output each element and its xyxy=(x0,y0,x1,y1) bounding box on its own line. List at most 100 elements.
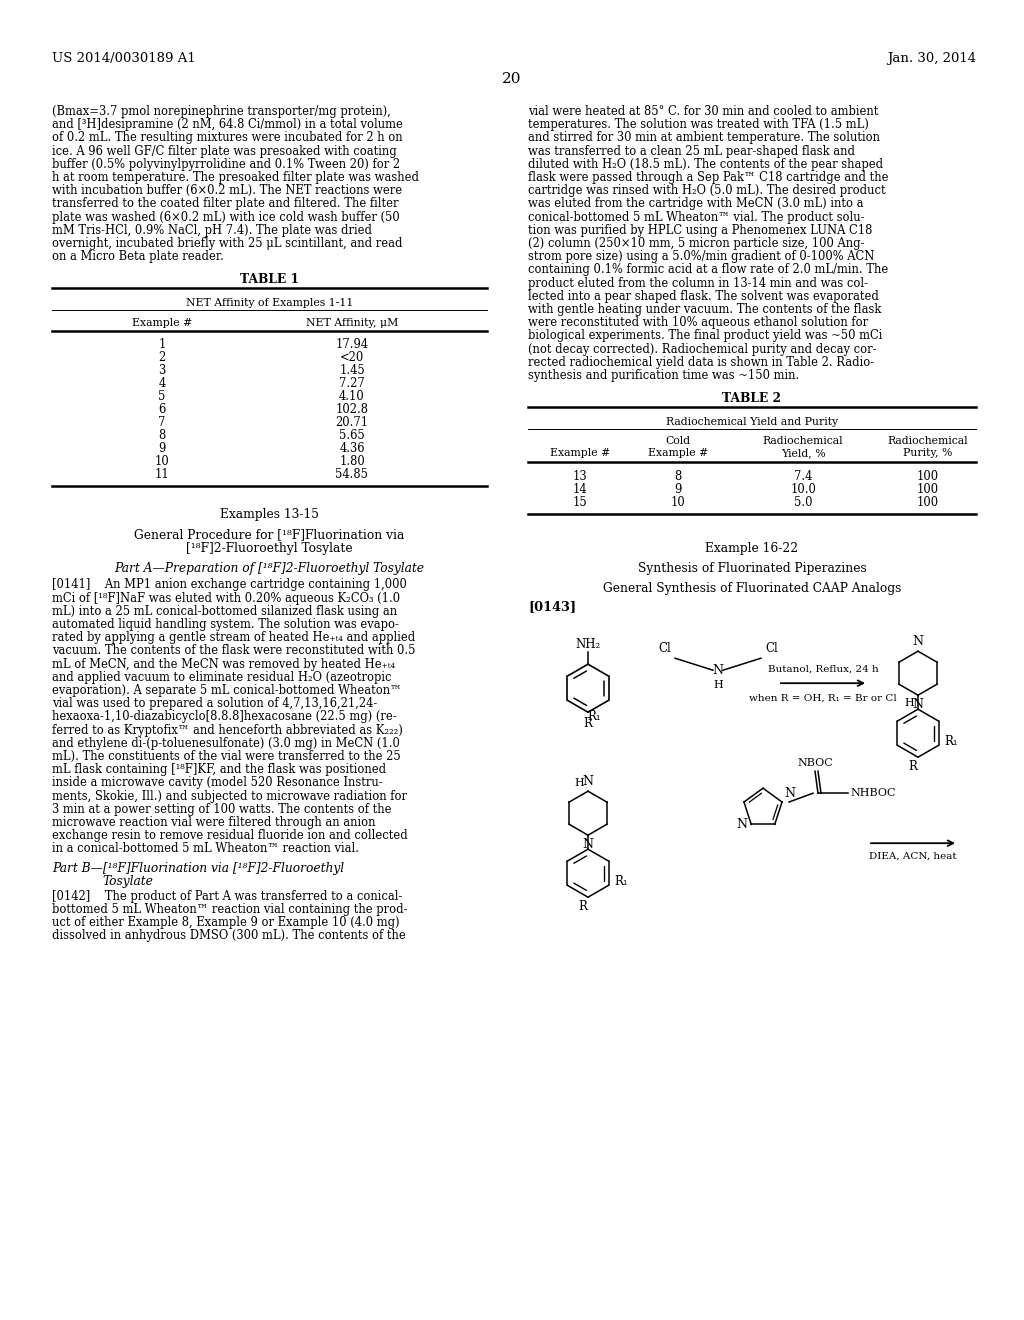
Text: 54.85: 54.85 xyxy=(336,469,369,482)
Text: R: R xyxy=(908,760,918,774)
Text: 20: 20 xyxy=(502,73,522,86)
Text: dissolved in anhydrous DMSO (300 mL). The contents of the: dissolved in anhydrous DMSO (300 mL). Th… xyxy=(52,929,406,942)
Text: Example 16-22: Example 16-22 xyxy=(706,543,799,556)
Text: overnight, incubated briefly with 25 μL scintillant, and read: overnight, incubated briefly with 25 μL … xyxy=(52,238,402,249)
Text: 1: 1 xyxy=(159,338,166,351)
Text: 1.45: 1.45 xyxy=(339,364,365,378)
Text: [¹⁸F]2-Fluoroethyl Tosylate: [¹⁸F]2-Fluoroethyl Tosylate xyxy=(186,543,353,556)
Text: and [³H]desipramine (2 nM, 64.8 Ci/mmol) in a total volume: and [³H]desipramine (2 nM, 64.8 Ci/mmol)… xyxy=(52,119,402,131)
Text: [0141]    An MP1 anion exchange cartridge containing 1,000: [0141] An MP1 anion exchange cartridge c… xyxy=(52,578,407,591)
Text: vial was used to prepared a solution of 4,7,13,16,21,24-: vial was used to prepared a solution of … xyxy=(52,697,377,710)
Text: flask were passed through a Sep Pak™ C18 cartridge and the: flask were passed through a Sep Pak™ C18… xyxy=(528,172,889,183)
Text: Radiochemical Yield and Purity: Radiochemical Yield and Purity xyxy=(666,417,838,428)
Text: R₁: R₁ xyxy=(944,735,957,747)
Text: 102.8: 102.8 xyxy=(336,404,369,416)
Text: 4.36: 4.36 xyxy=(339,442,365,455)
Text: N: N xyxy=(583,838,594,851)
Text: 5.65: 5.65 xyxy=(339,429,365,442)
Text: Example #: Example # xyxy=(550,449,610,458)
Text: 14: 14 xyxy=(572,483,588,496)
Text: mM Tris-HCl, 0.9% NaCl, pH 7.4). The plate was dried: mM Tris-HCl, 0.9% NaCl, pH 7.4). The pla… xyxy=(52,224,372,236)
Text: diluted with H₂O (18.5 mL). The contents of the pear shaped: diluted with H₂O (18.5 mL). The contents… xyxy=(528,158,883,170)
Text: Cl: Cl xyxy=(765,643,778,655)
Text: NET Affinity of Examples 1-11: NET Affinity of Examples 1-11 xyxy=(185,298,353,309)
Text: exchange resin to remove residual fluoride ion and collected: exchange resin to remove residual fluori… xyxy=(52,829,408,842)
Text: tion was purified by HPLC using a Phenomenex LUNA C18: tion was purified by HPLC using a Phenom… xyxy=(528,224,872,236)
Text: buffer (0.5% polyvinylpyrrolidine and 0.1% Tween 20) for 2: buffer (0.5% polyvinylpyrrolidine and 0.… xyxy=(52,158,400,170)
Text: Example #: Example # xyxy=(648,449,709,458)
Text: DIEA, ACN, heat: DIEA, ACN, heat xyxy=(869,851,956,861)
Text: cartridge was rinsed with H₂O (5.0 mL). The desired product: cartridge was rinsed with H₂O (5.0 mL). … xyxy=(528,185,886,197)
Text: 3 min at a power setting of 100 watts. The contents of the: 3 min at a power setting of 100 watts. T… xyxy=(52,803,391,816)
Text: Jan. 30, 2014: Jan. 30, 2014 xyxy=(887,51,976,65)
Text: Butanol, Reflux, 24 h: Butanol, Reflux, 24 h xyxy=(768,664,879,673)
Text: Cold: Cold xyxy=(666,436,690,446)
Text: 17.94: 17.94 xyxy=(336,338,369,351)
Text: Example #: Example # xyxy=(132,318,193,329)
Text: 10: 10 xyxy=(671,496,685,510)
Text: was eluted from the cartridge with MeCN (3.0 mL) into a: was eluted from the cartridge with MeCN … xyxy=(528,198,863,210)
Text: 8: 8 xyxy=(675,470,682,483)
Text: R₁: R₁ xyxy=(614,875,628,887)
Text: 11: 11 xyxy=(155,469,169,482)
Text: was transferred to a clean 25 mL pear-shaped flask and: was transferred to a clean 25 mL pear-sh… xyxy=(528,145,855,157)
Text: biological experiments. The final product yield was ~50 mCi: biological experiments. The final produc… xyxy=(528,330,883,342)
Text: Synthesis of Fluorinated Piperazines: Synthesis of Fluorinated Piperazines xyxy=(638,562,866,576)
Text: 13: 13 xyxy=(572,470,588,483)
Text: inside a microwave cavity (model 520 Resonance Instru-: inside a microwave cavity (model 520 Res… xyxy=(52,776,383,789)
Text: General Synthesis of Fluorinated CAAP Analogs: General Synthesis of Fluorinated CAAP An… xyxy=(603,582,901,595)
Text: N: N xyxy=(912,698,924,711)
Text: of 0.2 mL. The resulting mixtures were incubated for 2 h on: of 0.2 mL. The resulting mixtures were i… xyxy=(52,132,402,144)
Text: 7: 7 xyxy=(159,416,166,429)
Text: were reconstituted with 10% aqueous ethanol solution for: were reconstituted with 10% aqueous etha… xyxy=(528,317,868,329)
Text: (2) column (250×10 mm, 5 micron particle size, 100 Ang-: (2) column (250×10 mm, 5 micron particle… xyxy=(528,238,864,249)
Text: with gentle heating under vacuum. The contents of the flask: with gentle heating under vacuum. The co… xyxy=(528,304,882,315)
Text: TABLE 1: TABLE 1 xyxy=(240,273,299,286)
Text: Radiochemical: Radiochemical xyxy=(763,436,844,446)
Text: 2: 2 xyxy=(159,351,166,364)
Text: in a conical-bottomed 5 mL Wheaton™ reaction vial.: in a conical-bottomed 5 mL Wheaton™ reac… xyxy=(52,842,359,855)
Text: NHBOC: NHBOC xyxy=(850,788,896,799)
Text: <20: <20 xyxy=(340,351,365,364)
Text: 9: 9 xyxy=(675,483,682,496)
Text: ferred to as Kryptofix™ and henceforth abbreviated as K₂₂₂): ferred to as Kryptofix™ and henceforth a… xyxy=(52,723,402,737)
Text: transferred to the coated filter plate and filtered. The filter: transferred to the coated filter plate a… xyxy=(52,198,398,210)
Text: 10.0: 10.0 xyxy=(791,483,816,496)
Text: Examples 13-15: Examples 13-15 xyxy=(220,508,319,521)
Text: microwave reaction vial were filtered through an anion: microwave reaction vial were filtered th… xyxy=(52,816,376,829)
Text: (Bmax=3.7 pmol norepinephrine transporter/mg protein),: (Bmax=3.7 pmol norepinephrine transporte… xyxy=(52,106,391,117)
Text: and applied vacuum to eliminate residual H₂O (azeotropic: and applied vacuum to eliminate residual… xyxy=(52,671,391,684)
Text: h at room temperature. The presoaked filter plate was washed: h at room temperature. The presoaked fil… xyxy=(52,172,419,183)
Text: ments, Skokie, Ill.) and subjected to microwave radiation for: ments, Skokie, Ill.) and subjected to mi… xyxy=(52,789,407,803)
Text: Part B—[¹⁸F]Fluorination via [¹⁸F]2-Fluoroethyl: Part B—[¹⁸F]Fluorination via [¹⁸F]2-Fluo… xyxy=(52,862,344,875)
Text: TABLE 2: TABLE 2 xyxy=(723,392,781,405)
Text: 100: 100 xyxy=(916,483,939,496)
Text: NET Affinity, μM: NET Affinity, μM xyxy=(306,318,398,329)
Text: mL of MeCN, and the MeCN was removed by heated He₊ₜ₄: mL of MeCN, and the MeCN was removed by … xyxy=(52,657,395,671)
Text: H: H xyxy=(713,680,723,690)
Text: 5: 5 xyxy=(159,391,166,404)
Text: 4.10: 4.10 xyxy=(339,391,365,404)
Text: 8: 8 xyxy=(159,429,166,442)
Text: mCi of [¹⁸F]NaF was eluted with 0.20% aqueous K₂CO₃ (1.0: mCi of [¹⁸F]NaF was eluted with 0.20% aq… xyxy=(52,591,400,605)
Text: with incubation buffer (6×0.2 mL). The NET reactions were: with incubation buffer (6×0.2 mL). The N… xyxy=(52,185,402,197)
Text: Purity, %: Purity, % xyxy=(903,449,952,458)
Text: mL). The constituents of the vial were transferred to the 25: mL). The constituents of the vial were t… xyxy=(52,750,400,763)
Text: strom pore size) using a 5.0%/min gradient of 0-100% ACN: strom pore size) using a 5.0%/min gradie… xyxy=(528,251,874,263)
Text: conical-bottomed 5 mL Wheaton™ vial. The product solu-: conical-bottomed 5 mL Wheaton™ vial. The… xyxy=(528,211,864,223)
Text: product eluted from the column in 13-14 min and was col-: product eluted from the column in 13-14 … xyxy=(528,277,868,289)
Text: and stirred for 30 min at ambient temperature. The solution: and stirred for 30 min at ambient temper… xyxy=(528,132,880,144)
Text: 100: 100 xyxy=(916,496,939,510)
Text: H: H xyxy=(574,779,584,788)
Text: R₁: R₁ xyxy=(587,710,601,723)
Text: [0142]    The product of Part A was transferred to a conical-: [0142] The product of Part A was transfe… xyxy=(52,890,402,903)
Text: 15: 15 xyxy=(572,496,588,510)
Text: 7.27: 7.27 xyxy=(339,378,365,391)
Text: lected into a pear shaped flask. The solvent was evaporated: lected into a pear shaped flask. The sol… xyxy=(528,290,879,302)
Text: 20.71: 20.71 xyxy=(336,416,369,429)
Text: 4: 4 xyxy=(159,378,166,391)
Text: [0143]: [0143] xyxy=(528,601,577,614)
Text: rected radiochemical yield data is shown in Table 2. Radio-: rected radiochemical yield data is shown… xyxy=(528,356,874,368)
Text: on a Micro Beta plate reader.: on a Micro Beta plate reader. xyxy=(52,251,224,263)
Text: and ethylene di-(p-toluenesulfonate) (3.0 mg) in MeCN (1.0: and ethylene di-(p-toluenesulfonate) (3.… xyxy=(52,737,400,750)
